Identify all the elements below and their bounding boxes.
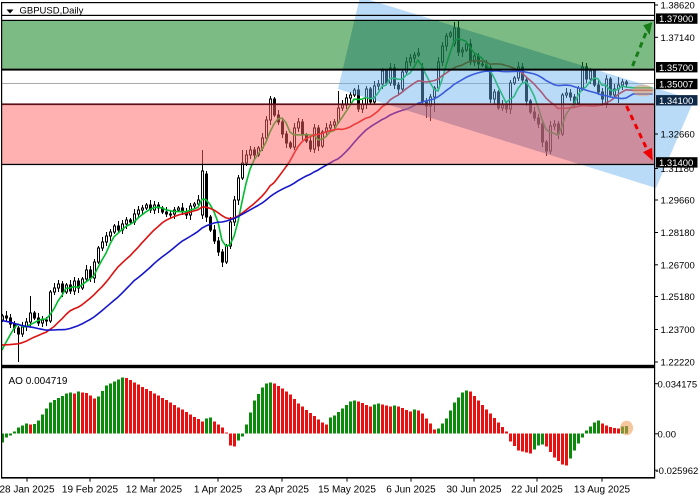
svg-text:1.31180: 1.31180 [661, 164, 695, 175]
svg-text:6 Jun 2025: 6 Jun 2025 [386, 485, 436, 496]
svg-text:-0.025962: -0.025962 [656, 466, 699, 477]
svg-text:1.34100: 1.34100 [659, 96, 693, 107]
svg-text:1.22220: 1.22220 [661, 358, 695, 369]
svg-text:1.25180: 1.25180 [661, 292, 695, 303]
svg-text:12 Mar 2025: 12 Mar 2025 [126, 485, 183, 496]
svg-text:1.23700: 1.23700 [661, 325, 695, 336]
svg-text:28 Jan 2025: 28 Jan 2025 [0, 485, 55, 496]
svg-text:23 Apr 2025: 23 Apr 2025 [255, 485, 309, 496]
svg-text:1.37140: 1.37140 [661, 33, 695, 44]
svg-text:1.26700: 1.26700 [661, 260, 695, 271]
svg-text:0.00: 0.00 [658, 429, 677, 440]
svg-text:1.38620: 1.38620 [661, 1, 695, 12]
svg-text:1.35700: 1.35700 [659, 63, 693, 74]
svg-text:1.32660: 1.32660 [661, 130, 695, 141]
svg-text:GBPUSD,Daily: GBPUSD,Daily [20, 6, 84, 17]
svg-text:1.35007: 1.35007 [659, 80, 693, 91]
svg-text:1 Apr 2025: 1 Apr 2025 [194, 485, 243, 496]
svg-text:AO 0.004719: AO 0.004719 [9, 376, 68, 387]
svg-text:19 Feb 2025: 19 Feb 2025 [62, 485, 119, 496]
svg-text:15 May 2025: 15 May 2025 [318, 485, 376, 496]
svg-text:30 Jun 2025: 30 Jun 2025 [446, 485, 501, 496]
svg-text:1.29660: 1.29660 [661, 196, 695, 207]
svg-text:1.28180: 1.28180 [661, 228, 695, 239]
svg-text:1.37900: 1.37900 [659, 14, 693, 25]
svg-text:1.31400: 1.31400 [659, 158, 693, 169]
svg-text:13 Aug 2025: 13 Aug 2025 [574, 485, 631, 496]
svg-text:22 Jul 2025: 22 Jul 2025 [511, 485, 563, 496]
svg-text:0.034175: 0.034175 [658, 379, 698, 390]
